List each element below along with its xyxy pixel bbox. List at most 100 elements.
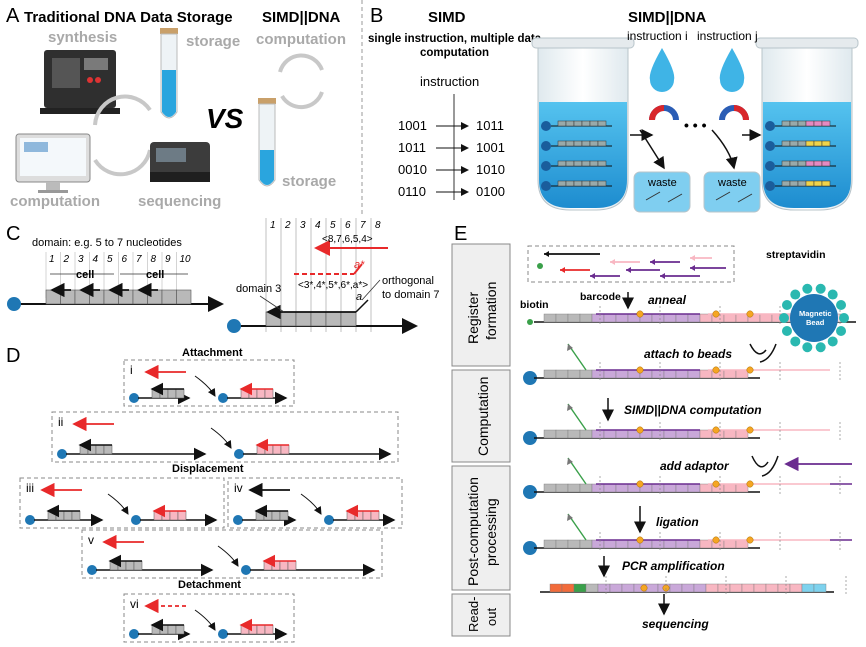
- domain-number: 3: [300, 220, 306, 231]
- jar-domain: [781, 140, 791, 147]
- register-domain: [687, 483, 701, 493]
- bead-dot: [765, 161, 775, 171]
- register-domain: [591, 539, 605, 549]
- mechanism-box: [227, 477, 403, 529]
- jar-domain: [821, 180, 831, 187]
- jar-domain: [573, 160, 583, 167]
- domain-box: [151, 624, 161, 635]
- domain-box: [63, 510, 73, 521]
- register-domain: [735, 313, 749, 323]
- register-domain: [591, 483, 605, 493]
- register-domain: [567, 483, 581, 493]
- register-domain: [621, 583, 635, 593]
- pool-strand-head: [560, 267, 565, 273]
- stage-register-2: formation: [483, 282, 499, 340]
- domain-number: 7: [136, 254, 142, 265]
- jar-domain: [573, 120, 583, 127]
- anchor-bead: [25, 515, 35, 525]
- register-domain: [549, 583, 563, 593]
- register-domain: [789, 583, 803, 593]
- nick-marker: [712, 536, 720, 544]
- jar-domain: [597, 140, 607, 147]
- domain-box: [340, 311, 357, 327]
- streptavidin-label: streptavidin: [766, 249, 826, 261]
- jar-domain: [805, 160, 815, 167]
- register-domain: [765, 583, 779, 593]
- anchor-bead: [218, 393, 228, 403]
- jar-domain: [589, 180, 599, 187]
- register-domain: [651, 313, 665, 323]
- register-domain: [645, 583, 659, 593]
- top-strand-label: <8,7,6,5,4>: [322, 234, 373, 245]
- bit-output: 1010: [476, 162, 505, 177]
- register-domain: [693, 583, 707, 593]
- register-domain: [699, 369, 713, 379]
- anneal-label: anneal: [648, 293, 687, 307]
- register-domain: [651, 429, 665, 439]
- sequencing-label-e: sequencing: [642, 617, 709, 631]
- bead-dot: [765, 121, 775, 131]
- jar-domain: [781, 180, 791, 187]
- register-domain: [687, 429, 701, 439]
- domain-box: [125, 560, 135, 571]
- register-domain: [603, 369, 617, 379]
- waste-dish-i: [633, 171, 691, 213]
- domain-box: [147, 289, 163, 305]
- reaction-arrow: [194, 609, 216, 631]
- toehold: [355, 299, 369, 313]
- register-domain: [675, 313, 689, 323]
- domain-box: [71, 510, 81, 521]
- nick-marker: [746, 426, 754, 434]
- domain-number: 4: [93, 254, 99, 265]
- bit-output: 1001: [476, 140, 505, 155]
- domain-box: [362, 510, 372, 521]
- domain-box: [346, 510, 356, 521]
- computer-icon: [15, 133, 91, 193]
- domain-box: [271, 510, 281, 521]
- jar-domain: [597, 180, 607, 187]
- register-domain: [723, 429, 737, 439]
- register-domain: [543, 369, 557, 379]
- domain-box: [272, 444, 282, 455]
- domain-box: [117, 560, 127, 571]
- streptavidin-spike: [779, 313, 789, 323]
- instruction-label: instruction: [420, 74, 479, 89]
- bit-output: 0100: [476, 184, 505, 199]
- anchor-bead: [87, 565, 97, 575]
- arrow-adaptor: [751, 455, 779, 477]
- jar-domain: [573, 140, 583, 147]
- vs-label: VS: [206, 103, 244, 134]
- domain-box: [287, 560, 297, 571]
- simd-title: SIMD: [428, 9, 466, 26]
- register-domain: [699, 483, 713, 493]
- jar-domain: [565, 140, 575, 147]
- register-domain: [555, 313, 569, 323]
- cell-label: cell: [76, 269, 94, 281]
- anchor-bead: [233, 515, 243, 525]
- pool-strand-head: [544, 251, 549, 257]
- register-domain: [663, 429, 677, 439]
- domain-number: 4: [315, 220, 321, 231]
- nick-marker: [640, 584, 648, 592]
- nick-marker: [746, 310, 754, 318]
- register-domain: [579, 429, 593, 439]
- ellipsis: • • •: [684, 117, 707, 133]
- cell-label: cell: [146, 269, 164, 281]
- biotin-dot: [527, 319, 533, 325]
- jar-domain: [797, 140, 807, 147]
- domain-box: [103, 444, 113, 455]
- domain-box: [159, 624, 169, 635]
- waste-dish-j: [703, 171, 761, 213]
- domain-box: [167, 388, 177, 399]
- bit-input: 1011: [398, 140, 426, 155]
- bead-label-1: Magnetic: [799, 309, 832, 318]
- streptavidin-spike: [781, 299, 792, 310]
- domain-box: [89, 289, 105, 305]
- strand-pool-box: [527, 245, 735, 283]
- domain-box: [176, 289, 192, 305]
- panel-d-letter: D: [6, 345, 20, 367]
- streptavidin-spike: [836, 326, 847, 337]
- jar-domain: [581, 120, 591, 127]
- linker-head: [567, 514, 573, 521]
- register-domain: [543, 429, 557, 439]
